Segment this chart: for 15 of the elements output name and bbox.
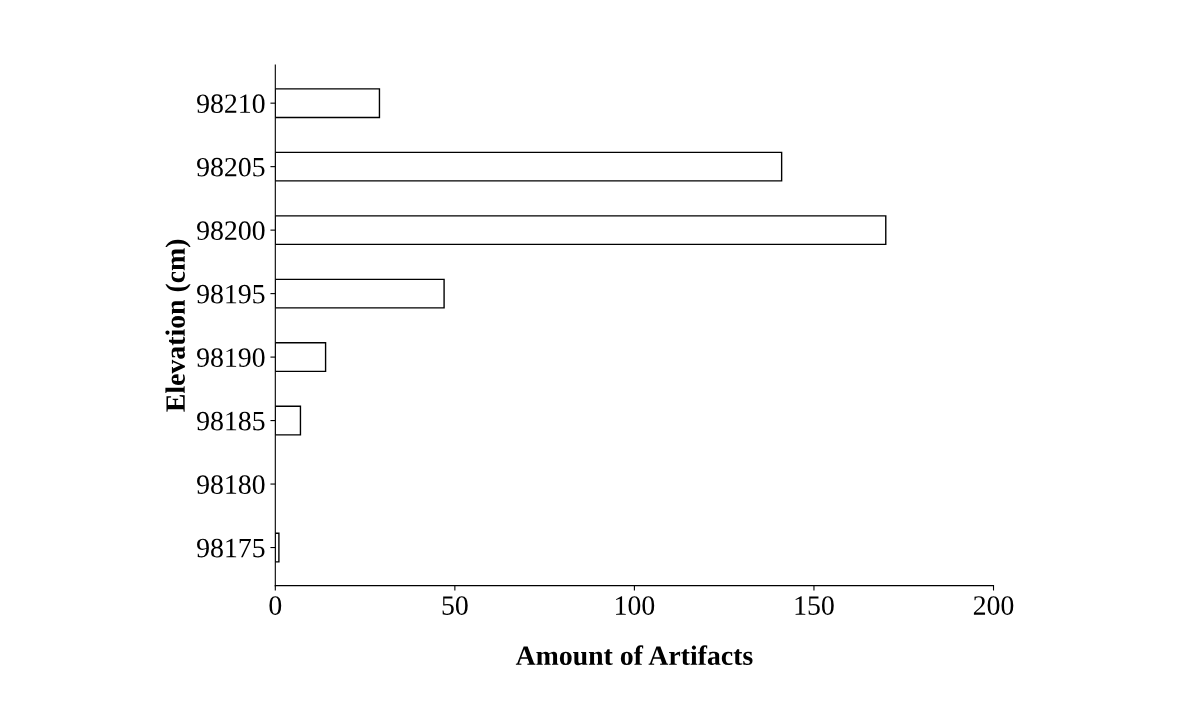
y-tick-label: 98200 [197, 221, 265, 241]
x-tick-label: 150 [795, 596, 834, 615]
y-tick-label: 98210 [197, 94, 265, 114]
y-axis-title: Elevation (cm) [165, 239, 191, 412]
x-tick-label: 100 [616, 596, 655, 615]
x-tick-label: 50 [442, 596, 468, 615]
x-axis-title: Amount of Artifacts [515, 645, 753, 666]
y-tick-label: 98205 [197, 157, 265, 177]
x-tick-label: 0 [269, 596, 282, 615]
y-tick-label: 98195 [197, 284, 265, 304]
y-tick-label: 98180 [197, 475, 265, 494]
x-tick-label: 200 [973, 596, 1014, 615]
y-tick-label: 98175 [197, 538, 265, 558]
y-tick-label: 98185 [197, 411, 265, 431]
y-tick-label: 98190 [197, 348, 265, 367]
